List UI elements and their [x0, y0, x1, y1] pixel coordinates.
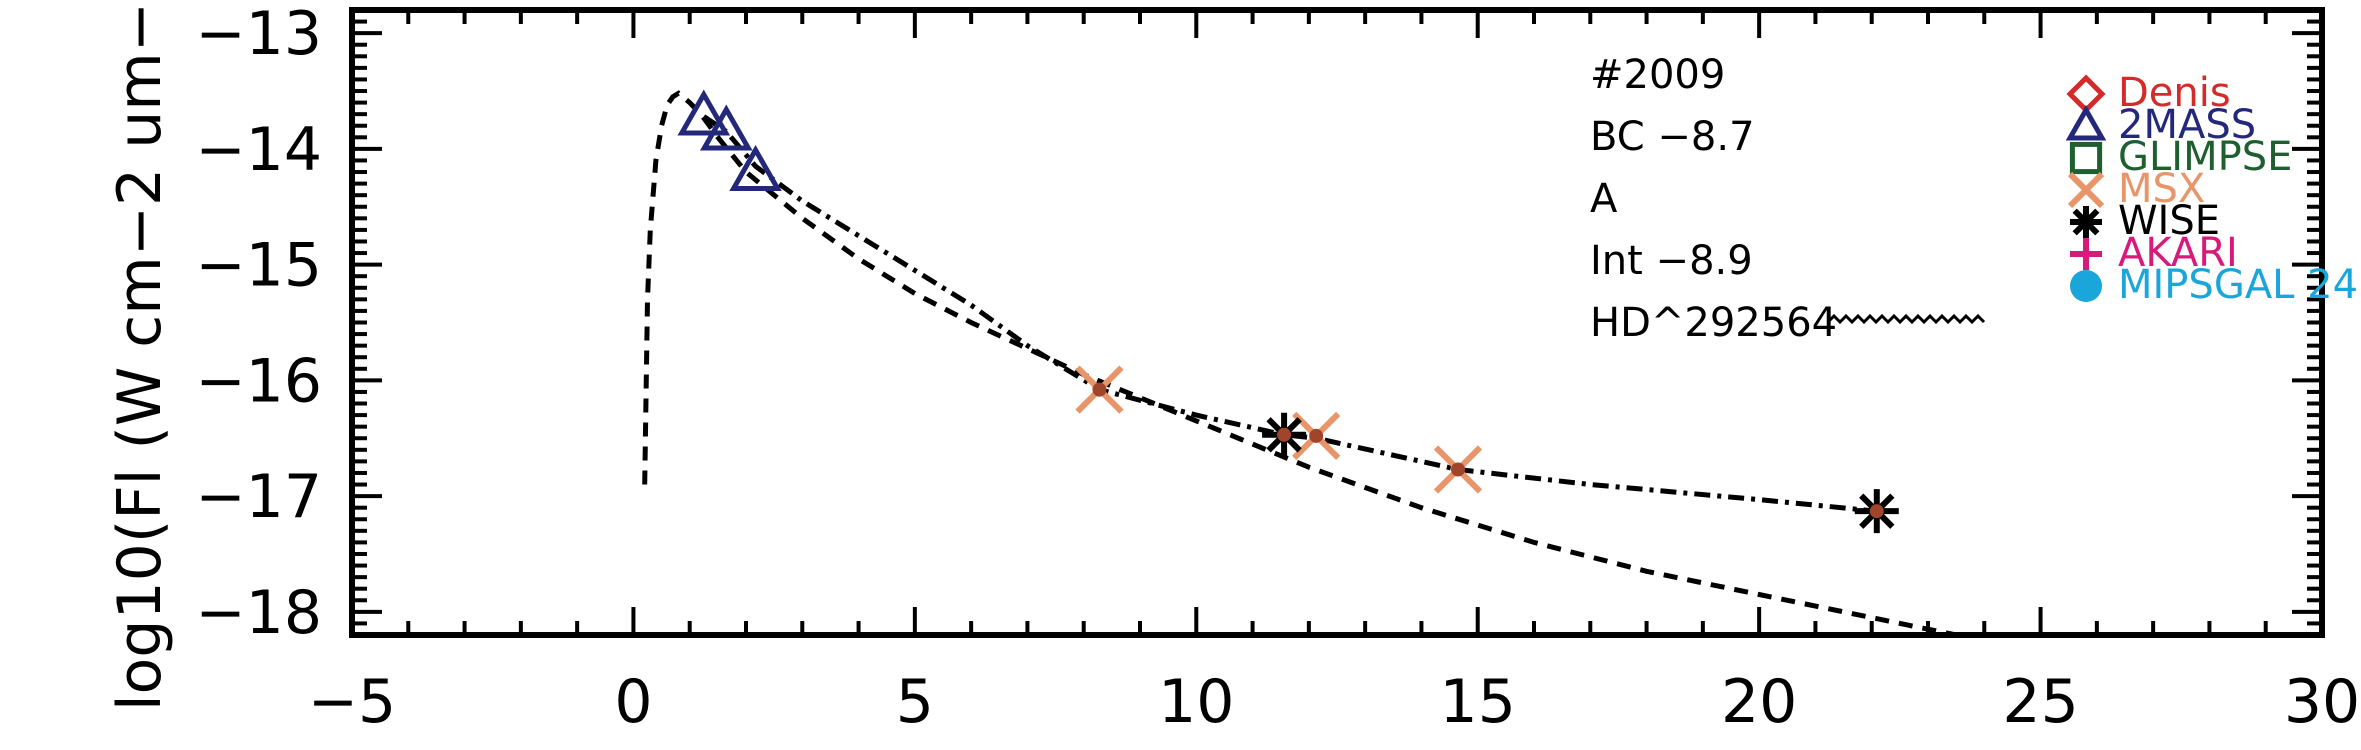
- x-tick-label: 15: [1440, 667, 1516, 737]
- square-icon: [2069, 141, 2103, 175]
- y-tick-label: −13: [195, 0, 322, 69]
- legend-item: WISE: [2070, 198, 2220, 244]
- asterisk-icon: [2070, 206, 2102, 238]
- legend-item: GLIMPSE: [2069, 134, 2292, 180]
- annotation-text: A: [1590, 176, 1618, 222]
- point-center-dot: [1451, 462, 1466, 477]
- x-tick-label: −5: [308, 667, 396, 737]
- 2mass-point: [699, 104, 753, 151]
- annotation-text: HD^292564: [1590, 300, 1837, 346]
- 2mass-point: [729, 144, 782, 192]
- annotation-text: #2009: [1590, 52, 1725, 98]
- y-tick-label: −17: [195, 462, 322, 532]
- y-tick-label: −14: [195, 115, 322, 185]
- photosphere-model-curve: [642, 90, 1957, 635]
- x-icon: [2067, 171, 2105, 209]
- legend-label: AKARI: [2118, 230, 2238, 276]
- legend-item: AKARI: [2070, 230, 2238, 276]
- axis-tick-labels: −5 0 5 10 15 20 25 30 −18 −17 −16 −15 −14 −13: [195, 0, 2360, 737]
- triangle-icon: [2065, 104, 2107, 141]
- legend-label: Denis: [2118, 70, 2231, 116]
- x-tick-label: 10: [1158, 667, 1234, 737]
- legend-item: MSX: [2067, 166, 2205, 212]
- legend-label: WISE: [2118, 198, 2220, 244]
- model-curves: [642, 90, 1957, 635]
- x-tick-label: 25: [2002, 667, 2078, 737]
- plus-icon: [2070, 238, 2102, 270]
- wavy-line: [1826, 313, 1986, 325]
- y-tick-label: −16: [195, 346, 322, 416]
- plot-frame: [349, 7, 2325, 638]
- x-tick-label: 30: [2284, 667, 2360, 737]
- legend-item: 2MASS: [2065, 102, 2256, 148]
- point-center-dot: [1277, 427, 1292, 442]
- y-tick-label: −15: [195, 231, 322, 301]
- x-tick-label: 0: [614, 667, 652, 737]
- legend-item: MIPSGAL 24: [2070, 262, 2358, 308]
- legend-label: MIPSGAL 24: [2118, 262, 2358, 308]
- y-tick-label: −18: [195, 578, 322, 648]
- annotation-text: Int −8.9: [1590, 238, 1753, 284]
- legend-label: MSX: [2118, 166, 2205, 212]
- point-center-dot: [1309, 428, 1324, 443]
- y-axis-label: log10(Fl (W cm−2 um−: [105, 2, 175, 711]
- legend-label: GLIMPSE: [2118, 134, 2292, 180]
- point-center-dot: [1869, 504, 1884, 519]
- x-tick-label: 5: [896, 667, 934, 737]
- point-center-dot: [1092, 382, 1107, 397]
- x-tick-label: 20: [1721, 667, 1797, 737]
- circle-icon: [2070, 270, 2102, 302]
- annotation-text: BC −8.7: [1590, 114, 1755, 160]
- legend-label: 2MASS: [2118, 102, 2256, 148]
- data-points: [677, 89, 1899, 534]
- annotations: #2009 BC −8.7 A Int −8.9 HD^292564: [1590, 52, 1986, 346]
- 2mass-point: [677, 89, 731, 136]
- axis-ticks: [350, 8, 2324, 637]
